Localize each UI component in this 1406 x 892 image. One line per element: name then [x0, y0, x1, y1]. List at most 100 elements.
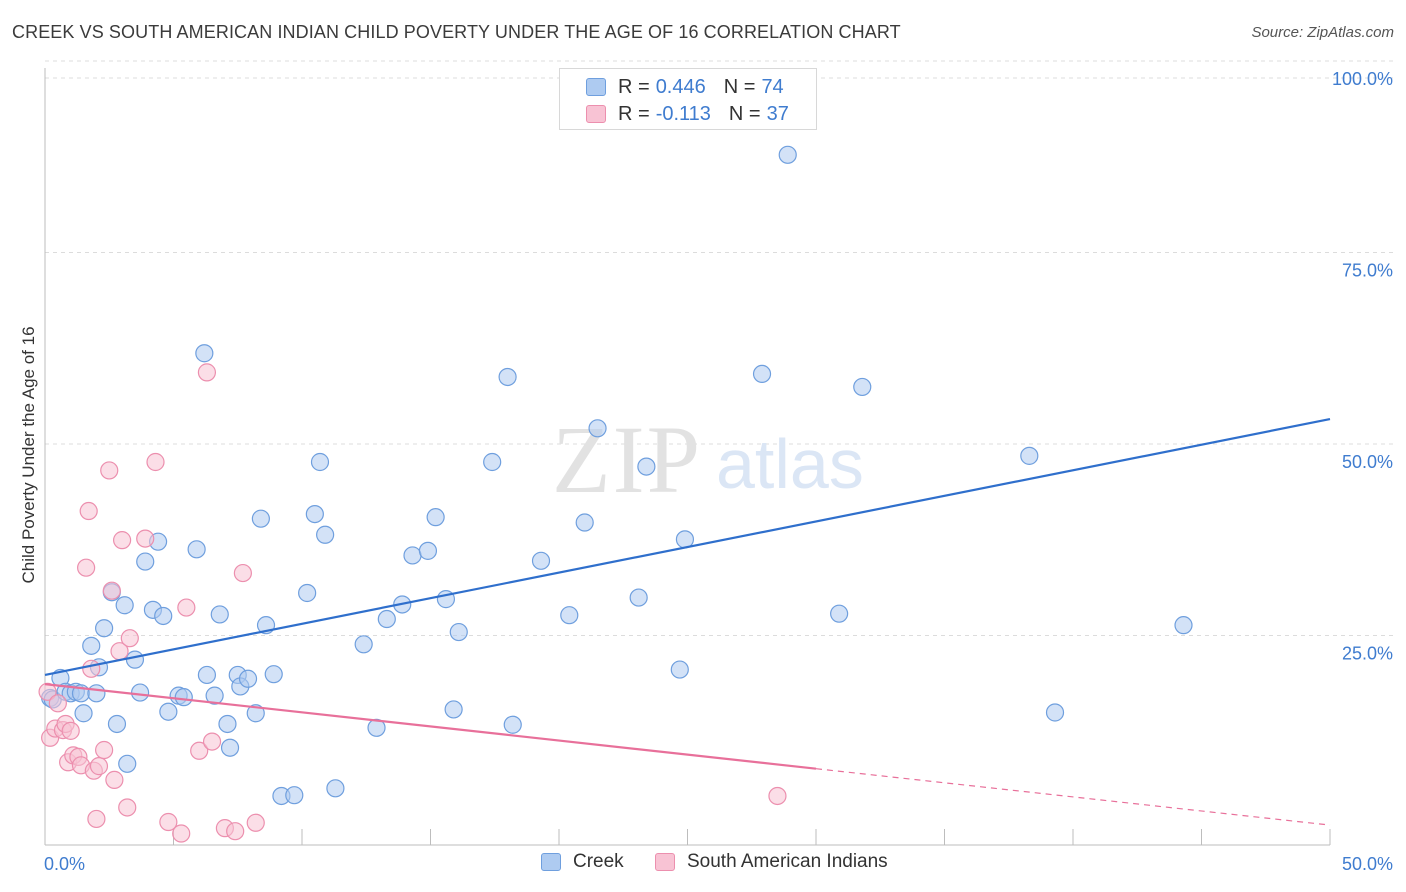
point-creek — [74, 704, 93, 723]
point-south-american-indians — [159, 812, 178, 832]
point-creek — [159, 702, 178, 721]
point-south-american-indians — [38, 682, 57, 701]
legend-r-label: R = — [618, 102, 650, 125]
legend-row-creek: R = 0.446 N = 74 — [586, 74, 784, 100]
point-south-american-indians — [226, 822, 245, 841]
point-south-american-indians — [102, 581, 121, 600]
point-south-american-indians — [233, 563, 252, 583]
point-creek — [853, 377, 872, 397]
point-creek — [531, 551, 551, 570]
trend-line-south-american-indians-extension — [815, 768, 1331, 826]
point-creek — [174, 688, 193, 707]
series-label-south-american-indians: South American Indians — [687, 851, 888, 872]
legend-r-value: 0.446 — [655, 75, 706, 98]
point-creek — [220, 738, 240, 757]
point-creek — [285, 786, 304, 805]
point-creek — [305, 504, 324, 524]
point-creek — [1020, 446, 1039, 465]
point-south-american-indians — [87, 809, 106, 829]
point-creek — [588, 419, 607, 438]
point-creek — [264, 665, 283, 684]
point-creek — [449, 622, 468, 642]
point-south-american-indians — [105, 770, 124, 789]
point-creek — [560, 606, 579, 625]
y-tick-labels: 100.0% 75.0% 50.0% 25.0% — [1332, 69, 1393, 664]
point-creek — [498, 367, 517, 387]
point-creek — [118, 754, 137, 773]
point-creek — [95, 619, 114, 638]
point-south-american-indians — [77, 558, 96, 577]
point-south-american-indians — [79, 501, 98, 521]
stats-legend: R = 0.446 N = 74 R = -0.113 N = 37 — [559, 68, 817, 130]
point-creek — [107, 714, 127, 734]
point-south-american-indians — [61, 721, 80, 740]
trend-layer — [44, 418, 1331, 826]
point-south-american-indians — [95, 740, 114, 760]
axes — [44, 68, 1331, 846]
point-creek — [326, 779, 345, 798]
watermark-zip: ZIP — [552, 406, 702, 513]
y-tick-label: 25.0% — [1342, 644, 1393, 664]
point-creek — [575, 513, 594, 532]
legend-n-value: 74 — [761, 75, 784, 98]
point-south-american-indians — [190, 741, 209, 760]
point-south-american-indians — [120, 629, 139, 648]
point-creek — [1045, 703, 1065, 722]
legend-row-south-american-indians: R = -0.113 N = 37 — [586, 101, 789, 127]
point-creek — [125, 650, 145, 669]
legend-r-value: -0.113 — [655, 102, 711, 125]
point-creek — [830, 604, 849, 623]
point-south-american-indians — [89, 757, 109, 776]
point-south-american-indians — [202, 732, 222, 751]
point-creek — [426, 508, 445, 527]
legend-n-value: 37 — [766, 102, 789, 125]
point-creek — [130, 683, 150, 702]
point-creek — [483, 452, 502, 472]
point-south-american-indians — [48, 694, 67, 713]
point-creek — [354, 635, 373, 654]
x-tick-label: 50.0% — [1342, 854, 1393, 874]
x-tick-labels: 0.0% 50.0% — [44, 854, 1393, 874]
point-creek — [503, 715, 522, 734]
legend-swatch-south-american-indians — [586, 105, 606, 123]
series-legend-south-american-indians[interactable]: South American Indians — [655, 851, 888, 873]
point-creek — [367, 718, 386, 737]
point-creek — [629, 588, 648, 607]
point-creek — [670, 660, 689, 679]
series-swatch-creek — [541, 853, 561, 871]
point-south-american-indians — [100, 461, 119, 480]
point-south-american-indians — [146, 452, 165, 472]
legend-r-label: R = — [618, 75, 650, 98]
series-legend: Creek South American Indians — [0, 851, 1406, 879]
point-creek — [115, 596, 134, 615]
point-creek — [316, 525, 335, 544]
trend-line-south-american-indians — [44, 683, 817, 770]
point-creek — [251, 509, 270, 528]
point-south-american-indians — [768, 786, 787, 806]
point-creek — [187, 540, 206, 559]
point-south-american-indians — [82, 659, 101, 678]
point-creek — [778, 145, 797, 164]
point-south-american-indians — [136, 529, 155, 548]
series-legend-creek[interactable]: Creek — [541, 851, 624, 873]
trend-line-creek — [44, 418, 1331, 677]
point-south-american-indians — [177, 598, 196, 617]
series-swatch-south-american-indians — [655, 853, 675, 871]
legend-n-label: N = — [728, 102, 761, 125]
legend-swatch-creek — [586, 78, 606, 96]
point-creek — [195, 344, 214, 363]
point-creek — [218, 714, 237, 734]
point-creek — [87, 684, 106, 703]
point-creek — [298, 583, 317, 603]
point-creek — [418, 541, 438, 560]
y-tick-label: 75.0% — [1342, 261, 1393, 281]
x-tick-label: 0.0% — [44, 854, 85, 874]
y-tick-label: 50.0% — [1342, 452, 1393, 472]
point-creek — [377, 609, 396, 629]
point-creek — [1174, 616, 1193, 635]
point-south-american-indians — [112, 531, 132, 550]
point-south-american-indians — [246, 813, 265, 832]
point-creek — [210, 605, 229, 624]
point-creek — [444, 700, 463, 719]
watermark: ZIP atlas — [552, 406, 864, 513]
